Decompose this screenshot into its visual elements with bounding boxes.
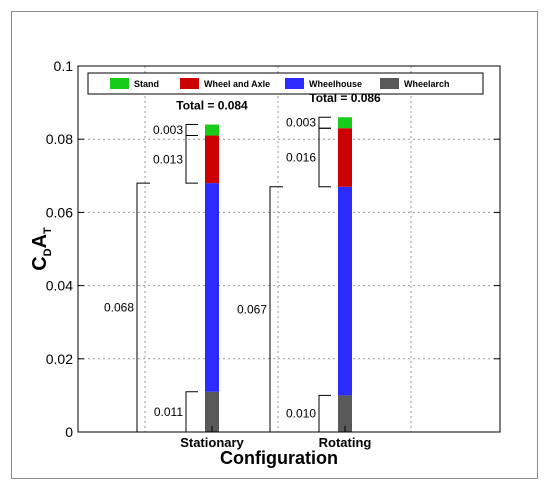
legend-label-wheelhouse: Wheelhouse [309,79,362,89]
y-tick-label-5: 0.1 [54,58,74,74]
bracket-rotating-wheelhouse-total-label: 0.067 [237,302,267,316]
bracket-rotating-wheelarch-label: 0.010 [286,407,316,421]
bars: Total = 0.084 Total = 0.086 [176,91,381,432]
legend-label-wheelarch: Wheelarch [404,79,450,89]
total-label-stationary: Total = 0.084 [176,99,248,113]
y-axis-ticks: 0 0.02 0.04 0.06 0.08 0.1 [46,58,500,440]
legend-label-wheel-and-axle: Wheel and Axle [204,79,270,89]
y-axis-label-c: C [29,256,51,270]
legend-swatch-stand [110,78,129,89]
bracket-rotating-stand-label: 0.003 [286,116,316,130]
svg-text:CDAT: CDAT [29,227,54,271]
y-tick-label-3: 0.06 [46,204,73,220]
bracket-stationary-wheel-axle [185,135,198,184]
y-tick-label-0: 0 [65,424,73,440]
bar-rotating-wheelarch [338,395,352,432]
bar-stationary-wheelhouse [205,183,219,392]
bracket-rotating-wheelarch [318,394,331,433]
bracket-stationary-wheelarch-label: 0.011 [154,405,183,419]
y-axis-label-sub-t: T [42,227,54,234]
x-axis-label: Configuration [220,448,338,468]
y-tick-label-4: 0.08 [46,131,73,147]
bar-stationary-wheelarch [205,391,219,432]
x-axis-categories: Stationary Rotating [180,426,371,450]
total-label-rotating: Total = 0.086 [309,91,381,105]
bar-rotating-stand [338,117,352,129]
bracket-stationary-wheelhouse-total [136,182,150,433]
legend-swatch-wheelarch [380,78,399,89]
legend-swatch-wheel-and-axle [180,78,199,89]
bar-stationary-stand [205,124,219,136]
bracket-rotating-wheelhouse-total [269,186,283,433]
plot-area-border [77,65,501,433]
bar-rotating-wheelhouse [338,186,352,396]
x-category-label-1: Rotating [319,435,372,450]
y-axis-label: CDAT [29,227,54,271]
y-tick-label-1: 0.02 [46,351,73,367]
bracket-stationary-stand [185,124,198,137]
bar-stationary-wheel-and-axle [205,135,219,184]
bracket-rotating-stand [318,116,331,129]
y-axis-label-sub-d: D [42,248,54,256]
bracket-stationary-wheelhouse-total-label: 0.068 [104,301,134,315]
bracket-stationary-wheelarch [185,391,198,433]
x-category-label-0: Stationary [180,435,244,450]
legend-label-stand: Stand [134,79,159,89]
bar-rotating-wheel-and-axle [338,128,352,187]
bracket-rotating-wheel-axle-label: 0.016 [286,151,316,165]
y-axis-label-a: A [29,234,51,248]
y-tick-label-2: 0.04 [46,278,73,294]
grid-lines [78,66,500,432]
bracket-stationary-wheel-axle-label: 0.013 [153,152,183,166]
legend-swatch-wheelhouse [285,78,304,89]
bracket-stationary-stand-label: 0.003 [153,123,183,137]
legend: Stand Wheel and Axle Wheelhouse Wheelarch [87,72,484,95]
bracket-rotating-wheel-axle [318,127,331,188]
